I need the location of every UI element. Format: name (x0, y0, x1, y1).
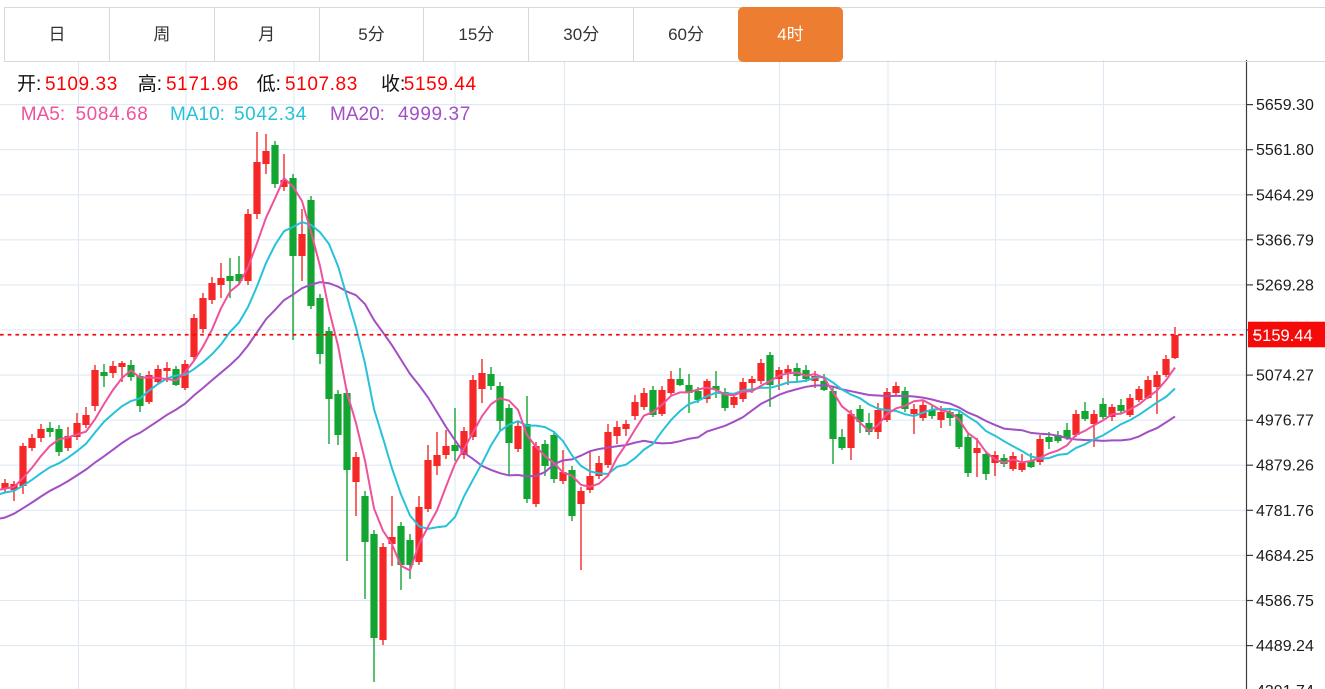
svg-text:4879.26: 4879.26 (1256, 458, 1314, 475)
svg-text:5659.30: 5659.30 (1256, 97, 1314, 114)
svg-text:4976.77: 4976.77 (1256, 413, 1314, 430)
svg-text:5366.79: 5366.79 (1256, 232, 1314, 249)
svg-text:5561.80: 5561.80 (1256, 142, 1314, 159)
svg-text:4391.74: 4391.74 (1256, 683, 1314, 689)
svg-text:4586.75: 4586.75 (1256, 593, 1314, 610)
svg-text:4781.76: 4781.76 (1256, 503, 1314, 520)
svg-text:5464.29: 5464.29 (1256, 187, 1314, 204)
svg-text:4684.25: 4684.25 (1256, 548, 1314, 565)
svg-text:5269.28: 5269.28 (1256, 277, 1314, 294)
svg-text:5074.27: 5074.27 (1256, 368, 1314, 385)
svg-text:4489.24: 4489.24 (1256, 638, 1314, 655)
svg-text:5159.44: 5159.44 (1253, 327, 1313, 345)
